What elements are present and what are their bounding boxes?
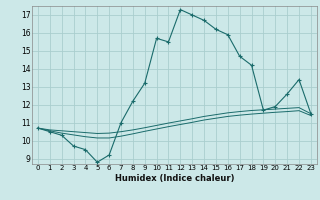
X-axis label: Humidex (Indice chaleur): Humidex (Indice chaleur) [115, 174, 234, 183]
